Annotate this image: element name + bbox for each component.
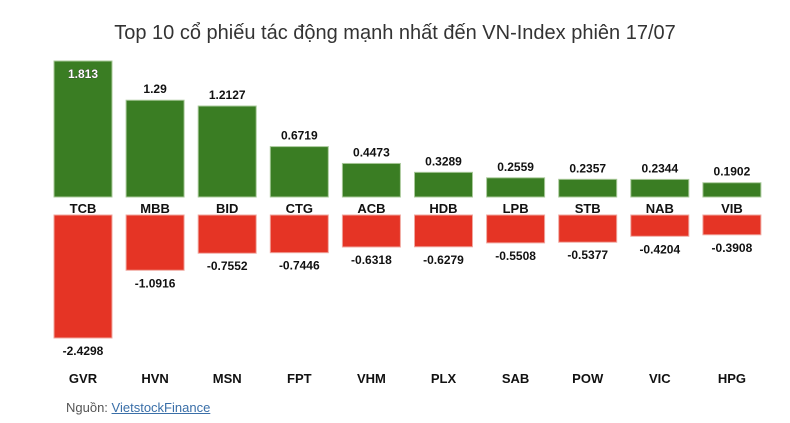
negative-bar [486,214,546,244]
value-label: 0.2357 [569,161,606,175]
value-label: -0.6318 [351,253,392,267]
positive-bar [558,178,618,198]
value-label: 0.3289 [425,154,462,168]
source-label: Nguồn: [66,400,108,415]
category-label: STB [575,201,601,216]
value-label: -0.7552 [207,259,248,273]
positive-bar [414,171,473,198]
positive-bar [125,99,185,198]
value-label: -2.4298 [63,344,104,358]
category-label: MSN [213,371,242,386]
category-label: VIB [721,201,743,216]
category-label: BID [216,201,238,216]
value-label: 1.813 [68,67,98,81]
category-label: FPT [287,371,312,386]
category-label: CTG [286,201,313,216]
source-link[interactable]: VietstockFinance [111,400,211,415]
chart-title: Top 10 cổ phiếu tác động mạnh nhất đến V… [114,22,676,44]
value-label: 0.4473 [353,145,390,159]
positive-bar [630,178,690,198]
value-label: 0.2344 [641,161,678,175]
value-label: -0.5508 [495,249,536,263]
category-label: TCB [70,201,97,216]
value-label: 1.2127 [209,88,246,102]
negative-bar [197,214,257,254]
negative-bar [53,214,113,339]
positive-bar [53,60,113,198]
category-label: GVR [69,371,98,386]
category-label: VIC [649,371,671,386]
value-label: 0.2559 [497,160,534,174]
value-label: 0.1902 [714,165,751,179]
value-label: -0.7446 [279,259,320,273]
positive-bar [341,162,401,198]
category-label: ACB [357,201,385,216]
value-label: 1.29 [143,82,167,96]
negative-bar [125,214,185,271]
category-label: POW [572,371,604,386]
category-label: VHM [357,371,386,386]
category-label: NAB [646,201,674,216]
value-label: -0.6279 [423,253,464,267]
category-label: HDB [429,201,457,216]
negative-bar [558,214,618,243]
value-label: -0.3908 [712,241,753,255]
category-label: SAB [502,371,529,386]
value-label: 0.6719 [281,129,318,143]
category-label: PLX [431,371,457,386]
negative-bar [269,214,329,254]
negative-bar [414,214,473,248]
positive-bar [197,105,257,198]
category-label: HVN [141,371,168,386]
positive-bar [269,146,329,198]
category-label: LPB [503,201,529,216]
category-label: HPG [718,371,746,386]
value-label: -1.0916 [135,276,176,290]
positive-bar [486,177,546,198]
negative-bar [702,214,762,236]
positive-bar [702,182,762,198]
value-label: -0.4204 [639,242,680,256]
source-note: Nguồn: VietstockFinance [66,400,210,415]
negative-bar [341,214,401,248]
negative-bar [630,214,690,237]
category-label: MBB [140,201,170,216]
value-label: -0.5377 [567,248,608,262]
